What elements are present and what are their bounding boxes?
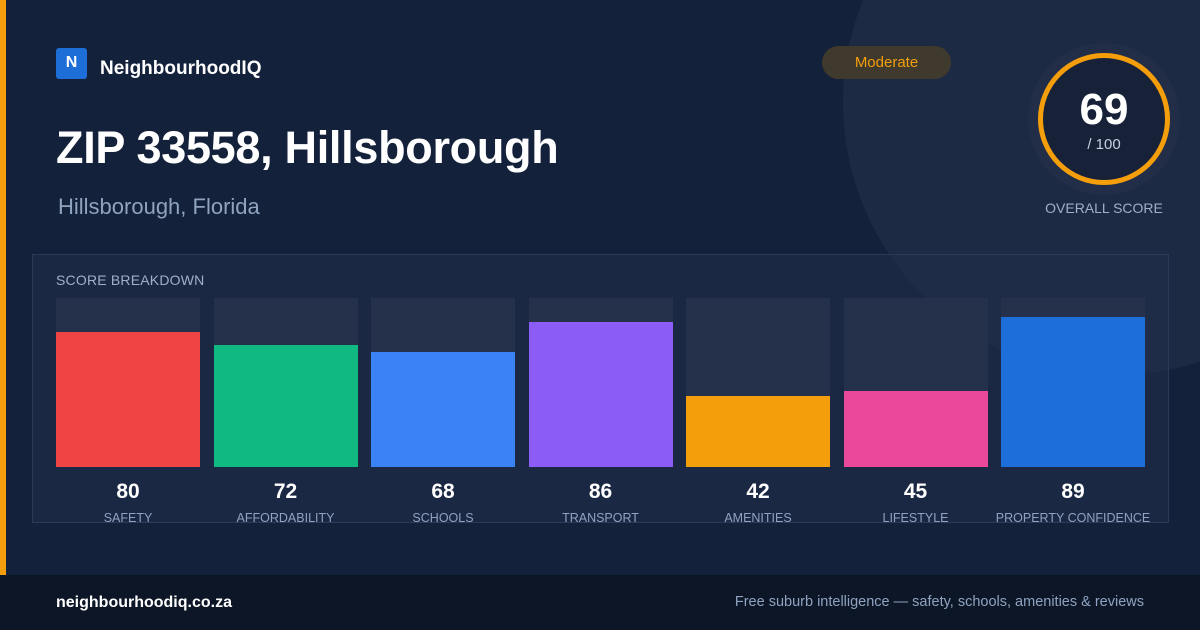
score-bar-transport: 86 TRANSPORT (528, 298, 673, 525)
rating-badge: Moderate (822, 46, 951, 79)
page-subtitle: Hillsborough, Florida (58, 194, 260, 219)
bar-track (1001, 298, 1145, 467)
bar-label: LIFESTYLE (882, 511, 949, 525)
bar-value: 86 (588, 480, 613, 503)
bar-fill (686, 396, 830, 467)
bar-fill (1001, 317, 1145, 467)
score-bar-safety: 80 SAFETY (56, 298, 200, 525)
overall-score-max: / 100 (1087, 136, 1121, 153)
score-bar-amenities: 42 AMENITIES (686, 298, 830, 525)
score-breakdown-panel: SCORE BREAKDOWN 80 SAFETY 72 AFFORDABILITY 6… (32, 254, 1169, 525)
score-bar-affordability: 72 AFFORDABILITY (213, 298, 358, 525)
page-title: ZIP 33558, Hillsborough (56, 122, 559, 173)
bar-label: AMENITIES (724, 511, 792, 525)
bar-label: TRANSPORT (562, 511, 639, 525)
bar-label: AFFORDABILITY (236, 511, 335, 525)
bar-track (528, 298, 673, 467)
bar-label: PROPERTY CONFIDENCE (995, 511, 1151, 525)
score-bar-property-confidence: 89 PROPERTY CONFIDENCE (996, 298, 1150, 525)
score-bar-lifestyle: 45 LIFESTYLE (843, 298, 988, 525)
overall-score-caption: OVERALL SCORE (1045, 200, 1163, 216)
bar-fill (528, 322, 673, 467)
bar-track (686, 298, 830, 467)
footer: neighbourhoodiq.co.za Free suburb intell… (0, 575, 1200, 630)
bar-track (56, 298, 200, 467)
bar-label: SCHOOLS (412, 511, 474, 525)
bar-value: 45 (903, 480, 928, 503)
overall-score-value: 69 (1079, 85, 1129, 134)
brand-name: NeighbourhoodIQ (100, 58, 262, 79)
overall-score-ring: 69 / 100 (1038, 53, 1170, 185)
accent-stripe (0, 0, 6, 575)
bar-fill (371, 352, 515, 467)
bar-fill (56, 332, 200, 467)
footer-domain-link[interactable]: neighbourhoodiq.co.za (56, 594, 232, 611)
score-bar-schools: 68 SCHOOLS (371, 298, 515, 525)
bar-value: 89 (1061, 480, 1085, 503)
bar-track (213, 298, 358, 467)
bar-value: 72 (273, 480, 298, 503)
bar-value: 80 (116, 480, 140, 503)
bar-value: 42 (746, 480, 770, 503)
footer-tagline: Free suburb intelligence — safety, schoo… (734, 594, 1144, 610)
bar-value: 68 (431, 480, 455, 503)
score-breakdown-heading: SCORE BREAKDOWN (56, 272, 205, 288)
overall-score-gauge: 69 / 100 (1028, 43, 1180, 195)
brand[interactable]: N NeighbourhoodIQ (56, 46, 261, 80)
brand-logo-icon: N (56, 47, 87, 79)
bar-label: SAFETY (103, 511, 153, 525)
bar-fill (213, 345, 358, 467)
bar-track (371, 298, 515, 467)
bar-fill (843, 391, 988, 467)
bar-track (843, 298, 988, 467)
